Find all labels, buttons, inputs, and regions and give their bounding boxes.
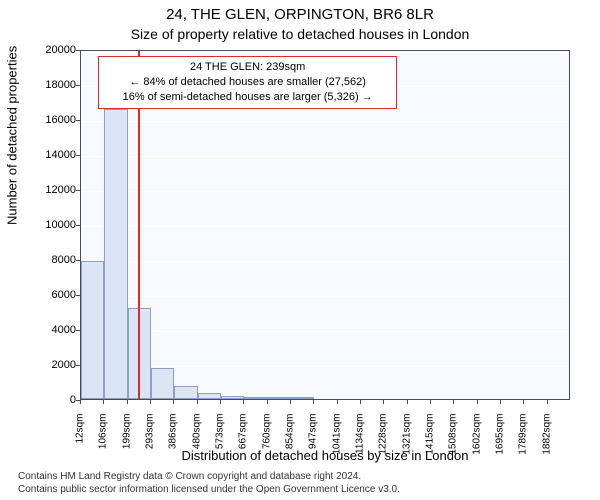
y-tick-mark [76, 330, 80, 331]
x-tick-mark [523, 400, 524, 404]
attribution-footer: Contains HM Land Registry data © Crown c… [18, 471, 400, 496]
x-tick-mark [477, 400, 478, 404]
x-tick-mark [500, 400, 501, 404]
histogram-plot: 24 THE GLEN: 239sqm← 84% of detached hou… [80, 50, 570, 400]
y-tick-label: 20000 [28, 44, 76, 56]
gridline [81, 51, 569, 52]
gridline [81, 191, 569, 192]
x-tick-mark [80, 400, 81, 404]
gridline [81, 226, 569, 227]
footer-line-2: Contains public sector information licen… [18, 484, 400, 497]
x-tick-mark [430, 400, 431, 404]
histogram-bar [104, 109, 127, 400]
x-axis-label: Distribution of detached houses by size … [80, 448, 570, 463]
y-tick-mark [76, 260, 80, 261]
gridline [81, 261, 569, 262]
y-tick-label: 0 [28, 394, 76, 406]
gridline [81, 156, 569, 157]
histogram-bar [198, 393, 221, 399]
footer-line-1: Contains HM Land Registry data © Crown c… [18, 471, 400, 484]
x-tick-mark [453, 400, 454, 404]
x-tick-mark [150, 400, 151, 404]
y-tick-label: 6000 [28, 289, 76, 301]
y-tick-mark [76, 120, 80, 121]
y-tick-label: 10000 [28, 219, 76, 231]
x-tick-mark [103, 400, 104, 404]
x-tick-mark [220, 400, 221, 404]
histogram-bar [221, 396, 244, 399]
x-tick-mark [407, 400, 408, 404]
x-tick-mark [267, 400, 268, 404]
x-tick-mark [313, 400, 314, 404]
annotation-line-1: 24 THE GLEN: 239sqm [105, 60, 390, 75]
x-tick-mark [173, 400, 174, 404]
histogram-bar [291, 397, 314, 399]
chart-title-line2: Size of property relative to detached ho… [0, 26, 600, 42]
x-tick-mark [127, 400, 128, 404]
histogram-bar [244, 397, 267, 399]
histogram-bar [268, 397, 291, 399]
y-tick-label: 12000 [28, 184, 76, 196]
histogram-bar [151, 368, 174, 400]
x-tick-mark [337, 400, 338, 404]
annotation-line-3: 16% of semi-detached houses are larger (… [105, 90, 390, 105]
y-axis-label: Number of detached properties [5, 46, 20, 225]
annotation-line-2: ← 84% of detached houses are smaller (27… [105, 75, 390, 90]
y-tick-label: 14000 [28, 149, 76, 161]
y-tick-mark [76, 365, 80, 366]
y-tick-mark [76, 225, 80, 226]
chart-title-line1: 24, THE GLEN, ORPINGTON, BR6 8LR [0, 6, 600, 23]
annotation-box: 24 THE GLEN: 239sqm← 84% of detached hou… [98, 56, 397, 109]
y-tick-mark [76, 50, 80, 51]
histogram-bar [174, 386, 197, 399]
x-tick-mark [290, 400, 291, 404]
y-tick-label: 16000 [28, 114, 76, 126]
x-tick-mark [360, 400, 361, 404]
x-tick-mark [383, 400, 384, 404]
x-tick-mark [197, 400, 198, 404]
y-tick-label: 18000 [28, 79, 76, 91]
gridline [81, 296, 569, 297]
y-tick-label: 2000 [28, 359, 76, 371]
x-tick-mark [243, 400, 244, 404]
gridline [81, 331, 569, 332]
y-tick-label: 8000 [28, 254, 76, 266]
gridline [81, 121, 569, 122]
histogram-bar [81, 261, 104, 399]
y-tick-mark [76, 155, 80, 156]
y-tick-label: 4000 [28, 324, 76, 336]
y-tick-mark [76, 190, 80, 191]
y-tick-mark [76, 295, 80, 296]
x-tick-mark [547, 400, 548, 404]
y-tick-mark [76, 85, 80, 86]
